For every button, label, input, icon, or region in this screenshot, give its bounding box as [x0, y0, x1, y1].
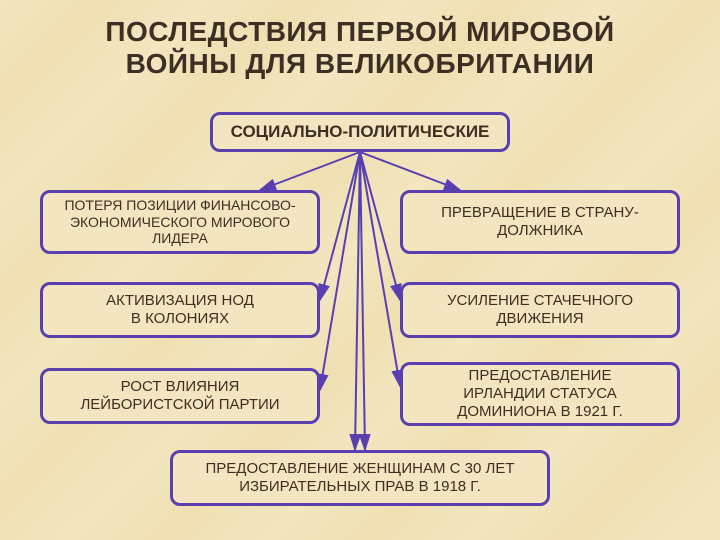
arrow	[360, 152, 460, 190]
arrow	[355, 152, 360, 450]
box-text: УСИЛЕНИЕ СТАЧЕЧНОГО ДВИЖЕНИЯ	[447, 292, 633, 328]
box-text: ПОТЕРЯ ПОЗИЦИИ ФИНАНСОВО- ЭКОНОМИЧЕСКОГО…	[64, 197, 295, 247]
box-b6: ПРЕДОСТАВЛЕНИЕ ИРЛАНДИИ СТАТУСА ДОМИНИОН…	[400, 362, 680, 426]
box-text: ПРЕДОСТАВЛЕНИЕ ЖЕНЩИНАМ С 30 ЛЕТ ИЗБИРАТ…	[206, 460, 515, 496]
root-box-text: СОЦИАЛЬНО-ПОЛИТИЧЕСКИЕ	[231, 122, 490, 142]
box-b3: АКТИВИЗАЦИЯ НОД В КОЛОНИЯХ	[40, 282, 320, 338]
slide: ПОСЛЕДСТВИЯ ПЕРВОЙ МИРОВОЙ ВОЙНЫ ДЛЯ ВЕЛ…	[0, 0, 720, 540]
slide-title: ПОСЛЕДСТВИЯ ПЕРВОЙ МИРОВОЙ ВОЙНЫ ДЛЯ ВЕЛ…	[0, 16, 720, 80]
arrow	[360, 152, 400, 300]
arrow	[320, 152, 360, 300]
box-b7: ПРЕДОСТАВЛЕНИЕ ЖЕНЩИНАМ С 30 ЛЕТ ИЗБИРАТ…	[170, 450, 550, 506]
box-text: АКТИВИЗАЦИЯ НОД В КОЛОНИЯХ	[106, 292, 254, 328]
arrow	[260, 152, 360, 190]
box-b2: ПРЕВРАЩЕНИЕ В СТРАНУ- ДОЛЖНИКА	[400, 190, 680, 254]
box-b4: УСИЛЕНИЕ СТАЧЕЧНОГО ДВИЖЕНИЯ	[400, 282, 680, 338]
root-box: СОЦИАЛЬНО-ПОЛИТИЧЕСКИЕ	[210, 112, 510, 152]
box-text: ПРЕВРАЩЕНИЕ В СТРАНУ- ДОЛЖНИКА	[441, 204, 639, 240]
box-b1: ПОТЕРЯ ПОЗИЦИИ ФИНАНСОВО- ЭКОНОМИЧЕСКОГО…	[40, 190, 320, 254]
arrow	[320, 152, 360, 390]
arrow	[360, 152, 400, 386]
arrow	[360, 152, 365, 450]
box-b5: РОСТ ВЛИЯНИЯ ЛЕЙБОРИСТСКОЙ ПАРТИИ	[40, 368, 320, 424]
box-text: РОСТ ВЛИЯНИЯ ЛЕЙБОРИСТСКОЙ ПАРТИИ	[80, 378, 279, 414]
box-text: ПРЕДОСТАВЛЕНИЕ ИРЛАНДИИ СТАТУСА ДОМИНИОН…	[457, 367, 623, 421]
